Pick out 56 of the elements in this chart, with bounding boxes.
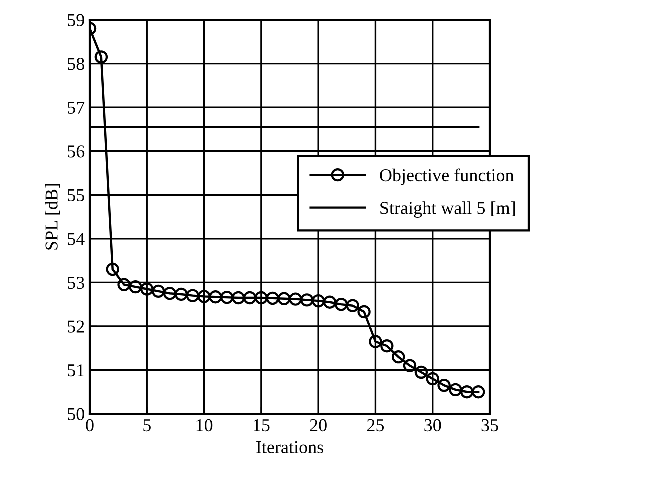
point: [243, 291, 257, 305]
point: [94, 50, 108, 64]
point: [438, 378, 451, 392]
point: [140, 282, 154, 296]
x-tick-label: 35: [482, 419, 498, 432]
y-tick-label: 57: [68, 102, 85, 114]
point: [163, 287, 177, 300]
x-tick-label: 15: [254, 419, 270, 432]
x-tick-label: 0: [86, 419, 94, 432]
point: [289, 292, 302, 306]
y-tick-label: 54: [68, 233, 85, 246]
point: [300, 294, 314, 307]
point: [220, 290, 234, 304]
y-axis-title: SPL [dB]: [45, 184, 60, 250]
point: [198, 290, 211, 304]
point: [312, 294, 326, 308]
y-tick-label: 53: [68, 276, 84, 290]
point: [174, 288, 188, 302]
point: [472, 386, 486, 399]
x-tick-label: 10: [196, 419, 213, 432]
x-tick-label: 20: [310, 419, 327, 432]
point: [346, 299, 360, 312]
x-tick-label: 5: [144, 420, 151, 432]
point: [232, 291, 246, 305]
point: [414, 366, 428, 380]
point: [266, 292, 280, 306]
point: [380, 340, 394, 353]
x-tick-label: 25: [367, 419, 384, 432]
point: [403, 359, 417, 372]
x-axis-title: Iterations: [256, 441, 324, 454]
y-tick-label: 52: [68, 320, 84, 333]
legend-label: Objective function: [380, 168, 514, 186]
point: [460, 386, 474, 399]
y-tick-label: 59: [68, 14, 84, 26]
x-tick-label: 30: [424, 419, 442, 432]
point: [426, 372, 440, 386]
point: [278, 292, 291, 306]
point: [392, 350, 406, 364]
point: [106, 262, 120, 276]
point: [323, 296, 337, 309]
y-tick-label: 58: [68, 58, 84, 70]
point: [334, 298, 348, 312]
y-tick-label: 50: [68, 408, 84, 420]
point: [449, 383, 462, 397]
point: [369, 335, 382, 348]
y-tick-label: 51: [68, 364, 84, 377]
point: [254, 291, 268, 305]
y-tick-label: 55: [68, 190, 84, 202]
legend-label: Straight wall 5 [m]: [380, 202, 515, 218]
y-tick-label: 56: [68, 146, 85, 158]
point: [118, 278, 131, 292]
point: [129, 280, 142, 294]
point: [358, 305, 371, 319]
point: [209, 290, 222, 304]
point: [186, 289, 200, 302]
point: [152, 284, 166, 298]
